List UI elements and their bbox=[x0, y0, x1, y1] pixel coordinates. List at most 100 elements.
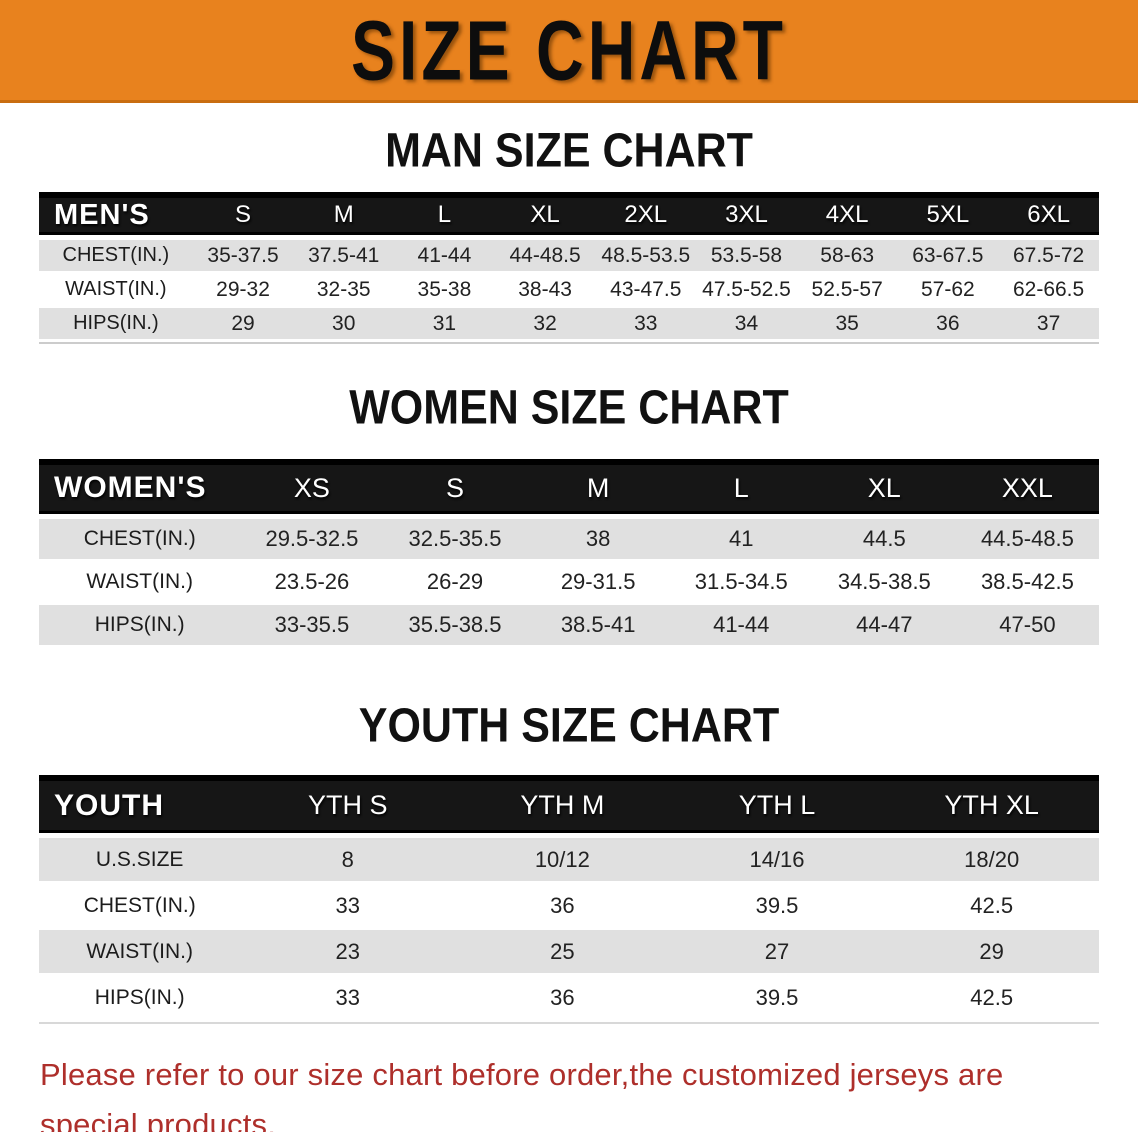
value-cell: 32.5-35.5 bbox=[383, 519, 527, 562]
value-cell: 36 bbox=[455, 884, 670, 930]
value-cell: 39.5 bbox=[669, 884, 885, 930]
value-cell: 47-50 bbox=[955, 605, 1099, 648]
column-header: XL bbox=[812, 459, 956, 519]
value-cell: 43-47.5 bbox=[595, 274, 697, 308]
women-heading: WOMEN SIZE CHART bbox=[349, 381, 789, 435]
table-row: WAIST(IN.) 23 25 27 29 bbox=[39, 930, 1099, 976]
men-heading: MAN SIZE CHART bbox=[385, 124, 753, 178]
value-cell: 41-44 bbox=[394, 240, 495, 274]
value-cell: 38.5-42.5 bbox=[955, 562, 1099, 605]
column-header: YTH S bbox=[240, 775, 456, 838]
row-label: U.S.SIZE bbox=[39, 838, 241, 884]
value-cell: 14/16 bbox=[669, 838, 885, 884]
value-cell: 33-35.5 bbox=[240, 605, 384, 648]
value-cell: 29 bbox=[192, 308, 294, 342]
value-cell: 44.5 bbox=[812, 519, 956, 562]
column-header: L bbox=[669, 459, 813, 519]
table-title-cell: MEN'S bbox=[39, 192, 193, 240]
value-cell: 41 bbox=[669, 519, 813, 562]
value-cell: 31 bbox=[394, 308, 495, 342]
table-row: CHEST(IN.) 35-37.5 37.5-41 41-44 44-48.5 48.5… bbox=[39, 240, 1099, 274]
table-row: HIPS(IN.) 33 36 39.5 42.5 bbox=[39, 976, 1099, 1022]
value-cell: 42.5 bbox=[884, 976, 1099, 1022]
value-cell: 29-31.5 bbox=[526, 562, 670, 605]
column-header: M bbox=[293, 192, 395, 240]
value-cell: 67.5-72 bbox=[998, 240, 1099, 274]
column-header: M bbox=[526, 459, 670, 519]
value-cell: 26-29 bbox=[383, 562, 527, 605]
value-cell: 36 bbox=[455, 976, 670, 1022]
table-row: WAIST(IN.) 29-32 32-35 35-38 38-43 43-47.5 47.… bbox=[39, 274, 1099, 308]
youth-size-table: YOUTH YTH S YTH M YTH L YTH XL U.S.SIZE 8 10/12… bbox=[39, 775, 1099, 1024]
value-cell: 33 bbox=[240, 976, 456, 1022]
footer-note: Please refer to our size chart before or… bbox=[0, 1050, 1138, 1132]
value-cell: 27 bbox=[669, 930, 885, 976]
men-table-wrap: MEN'S S M L XL 2XL 3XL 4XL 5XL 6XL CHEST(IN.) 35-37… bbox=[0, 192, 1138, 344]
value-cell: 32 bbox=[494, 308, 596, 342]
column-header: XS bbox=[240, 459, 384, 519]
table-row: CHEST(IN.) 33 36 39.5 42.5 bbox=[39, 884, 1099, 930]
value-cell: 35-37.5 bbox=[192, 240, 294, 274]
table-row: CHEST(IN.) 29.5-32.5 32.5-35.5 38 41 44.5 44.5… bbox=[39, 519, 1099, 562]
value-cell: 30 bbox=[293, 308, 395, 342]
column-header: XL bbox=[494, 192, 596, 240]
row-label: WAIST(IN.) bbox=[39, 274, 193, 308]
value-cell: 23.5-26 bbox=[240, 562, 384, 605]
men-size-table: MEN'S S M L XL 2XL 3XL 4XL 5XL 6XL CHEST(IN.) 35-37… bbox=[39, 192, 1099, 344]
value-cell: 38.5-41 bbox=[526, 605, 670, 648]
column-header: YTH L bbox=[669, 775, 885, 838]
column-header: 2XL bbox=[595, 192, 697, 240]
column-header: 5XL bbox=[897, 192, 999, 240]
value-cell: 62-66.5 bbox=[998, 274, 1099, 308]
column-header: S bbox=[383, 459, 527, 519]
value-cell: 53.5-58 bbox=[696, 240, 797, 274]
value-cell: 58-63 bbox=[796, 240, 898, 274]
value-cell: 31.5-34.5 bbox=[669, 562, 813, 605]
women-section: WOMEN SIZE CHART WOMEN'S XS S M L XL XXL CHEST(… bbox=[0, 381, 1138, 648]
table-header-row: WOMEN'S XS S M L XL XXL bbox=[39, 459, 1099, 519]
value-cell: 10/12 bbox=[455, 838, 670, 884]
value-cell: 33 bbox=[595, 308, 697, 342]
table-row: U.S.SIZE 8 10/12 14/16 18/20 bbox=[39, 838, 1099, 884]
value-cell: 25 bbox=[455, 930, 670, 976]
column-header: 4XL bbox=[796, 192, 898, 240]
row-label: CHEST(IN.) bbox=[39, 884, 241, 930]
value-cell: 48.5-53.5 bbox=[595, 240, 697, 274]
row-label: HIPS(IN.) bbox=[39, 976, 241, 1022]
table-row: HIPS(IN.) 29 30 31 32 33 34 35 36 37 bbox=[39, 308, 1099, 342]
women-size-table: WOMEN'S XS S M L XL XXL CHEST(IN.) 29.5-32.5 32.5… bbox=[39, 459, 1099, 648]
value-cell: 41-44 bbox=[669, 605, 813, 648]
value-cell: 36 bbox=[897, 308, 999, 342]
value-cell: 57-62 bbox=[897, 274, 999, 308]
table-row: WAIST(IN.) 23.5-26 26-29 29-31.5 31.5-34.5 34… bbox=[39, 562, 1099, 605]
table-title-cell: WOMEN'S bbox=[39, 459, 241, 519]
value-cell: 52.5-57 bbox=[796, 274, 898, 308]
value-cell: 34 bbox=[696, 308, 797, 342]
value-cell: 47.5-52.5 bbox=[696, 274, 797, 308]
banner: SIZE CHART bbox=[0, 0, 1138, 103]
column-header: 6XL bbox=[998, 192, 1099, 240]
row-label: CHEST(IN.) bbox=[39, 240, 193, 274]
value-cell: 37 bbox=[998, 308, 1099, 342]
row-label: WAIST(IN.) bbox=[39, 562, 241, 605]
value-cell: 39.5 bbox=[669, 976, 885, 1022]
row-label: WAIST(IN.) bbox=[39, 930, 241, 976]
value-cell: 35-38 bbox=[394, 274, 495, 308]
value-cell: 29.5-32.5 bbox=[240, 519, 384, 562]
youth-table-wrap: YOUTH YTH S YTH M YTH L YTH XL U.S.SIZE 8 10/12… bbox=[0, 775, 1138, 1024]
value-cell: 37.5-41 bbox=[293, 240, 395, 274]
value-cell: 38 bbox=[526, 519, 670, 562]
column-header: L bbox=[394, 192, 495, 240]
women-table-wrap: WOMEN'S XS S M L XL XXL CHEST(IN.) 29.5-32.5 32.5… bbox=[0, 459, 1138, 648]
value-cell: 38-43 bbox=[494, 274, 596, 308]
table-row: HIPS(IN.) 33-35.5 35.5-38.5 38.5-41 41-44 44-… bbox=[39, 605, 1099, 648]
value-cell: 33 bbox=[240, 884, 456, 930]
value-cell: 8 bbox=[240, 838, 456, 884]
column-header: XXL bbox=[955, 459, 1099, 519]
youth-section: YOUTH SIZE CHART YOUTH YTH S YTH M YTH L YTH… bbox=[0, 699, 1138, 1024]
column-header: S bbox=[192, 192, 294, 240]
value-cell: 42.5 bbox=[884, 884, 1099, 930]
men-section: MAN SIZE CHART MEN'S S M L XL 2XL 3XL 4XL 5XL 6XL… bbox=[0, 124, 1138, 344]
table-header-row: MEN'S S M L XL 2XL 3XL 4XL 5XL 6XL bbox=[39, 192, 1099, 240]
